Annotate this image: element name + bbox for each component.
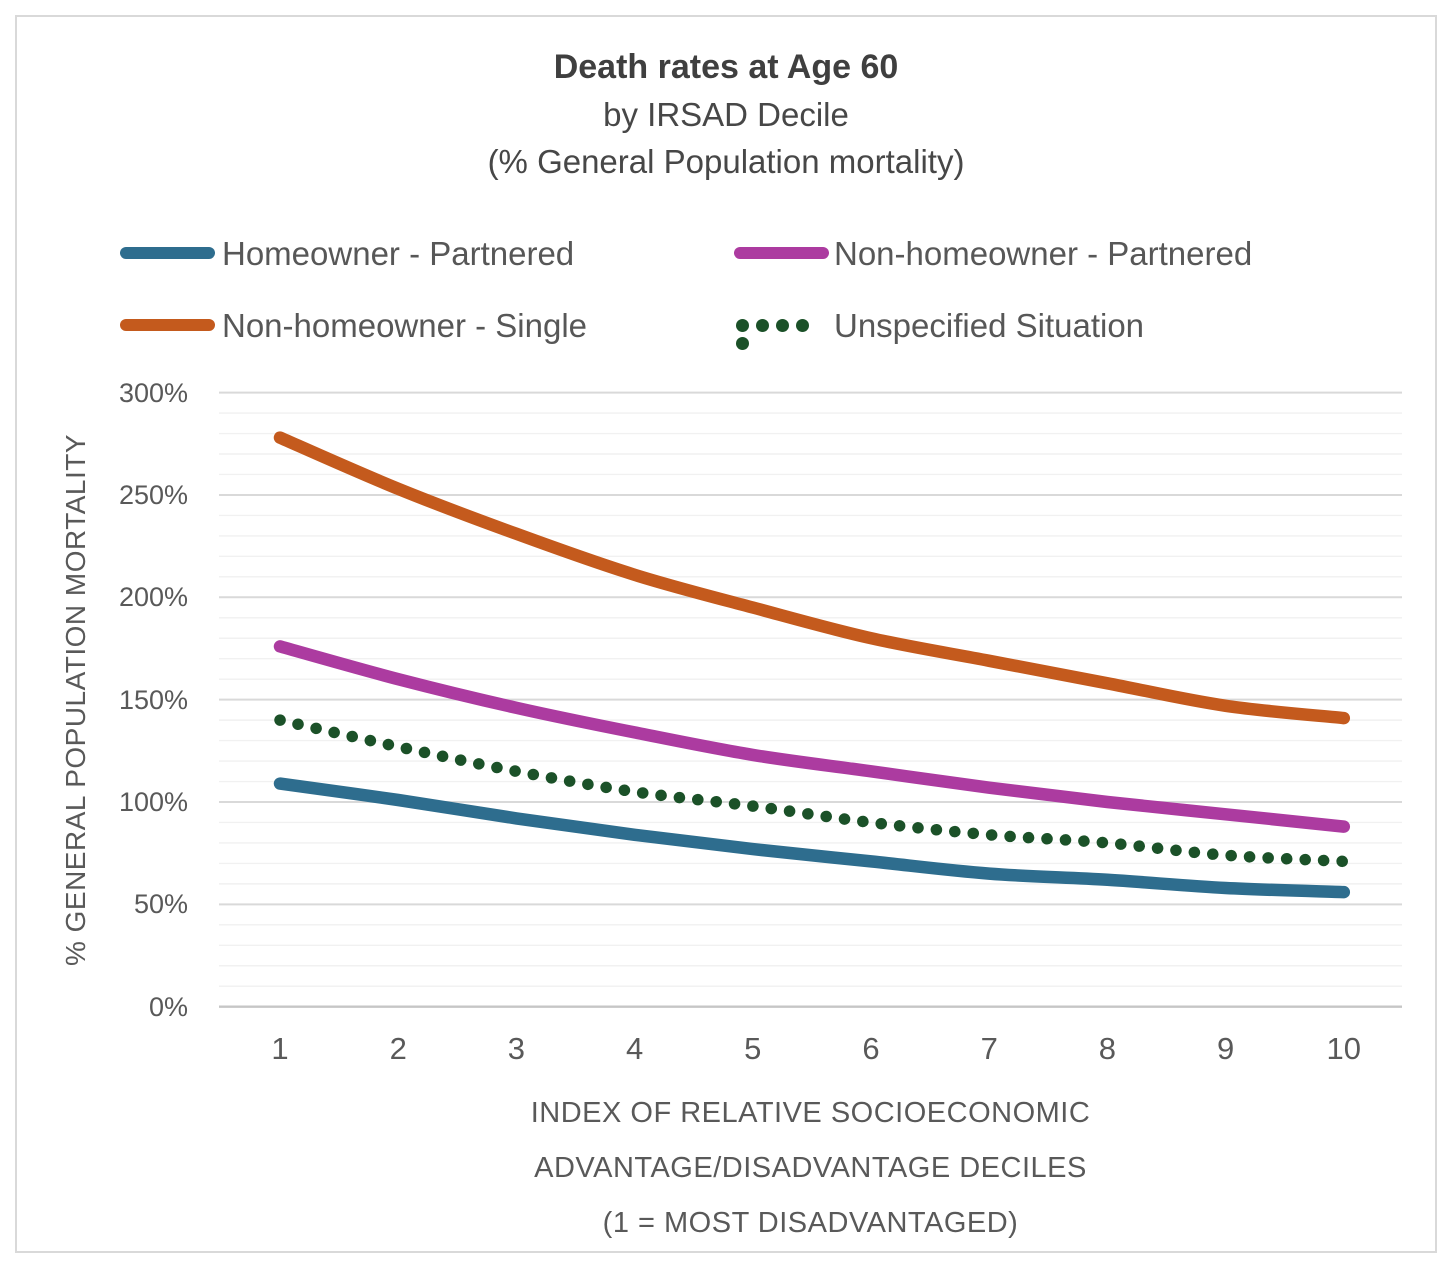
legend-dot [736,337,749,350]
chart-title-block: Death rates at Age 60 by IRSAD Decile (%… [0,44,1452,185]
x-tick-7: 7 [980,1031,998,1066]
x-tick-8: 8 [1098,1031,1117,1066]
legend-label-non-homeowner-single: Non-homeowner - Single [222,307,588,344]
legend-swatch-non-homeowner-single [120,319,215,331]
chart-border-frame [15,15,1437,1253]
x-axis-title-line-2: ADVANTAGE/DISADVANTAGE DECILES [534,1152,1087,1184]
x-tick-4: 4 [625,1031,644,1066]
x-tick-10: 10 [1326,1031,1362,1066]
x-tick-6: 6 [862,1031,880,1066]
y-axis-title: % GENERAL POPULATION MORTALITY [60,433,91,967]
legend-dot [796,319,809,332]
x-tick-1: 1 [271,1031,289,1066]
legend-swatch-non-homeowner-partnered [734,247,829,259]
legend-swatch-unspecified-situation [736,319,832,350]
x-axis-title-line-1: INDEX OF RELATIVE SOCIOECONOMIC [530,1097,1091,1129]
x-tick-5: 5 [744,1031,762,1066]
y-tick-50%: 50% [133,889,188,920]
chart-subtitle-1: by IRSAD Decile [603,96,849,133]
y-tick-100%: 100% [118,787,188,817]
x-tick-9: 9 [1216,1031,1235,1066]
series-line-non-homeowner-partnered [273,640,1351,833]
x-axis-title: INDEX OF RELATIVE SOCIOECONOMIC ADVANTAG… [219,1086,1402,1251]
y-tick-250%: 250% [118,479,188,510]
series-line-homeowner-partnered [273,777,1351,899]
series-line-unspecified-situation [274,714,1350,868]
y-tick-300%: 300% [118,377,188,408]
legend-label-unspecified-situation: Unspecified Situation [834,307,1145,344]
y-tick-150%: 150% [118,684,188,715]
legend-label-homeowner-partnered: Homeowner - Partnered [222,235,575,272]
chart-title: Death rates at Age 60 [553,48,899,86]
x-tick-3: 3 [507,1031,526,1066]
legend-dot [756,319,769,332]
legend-label-non-homeowner-partnered: Non-homeowner - Partnered [834,235,1253,272]
legend-dot [736,319,749,332]
y-tick-200%: 200% [118,582,188,613]
series-line-non-homeowner-single [273,431,1351,725]
x-tick-2: 2 [389,1031,407,1066]
legend-dot [776,319,789,332]
x-axis-title-line-3: (1 = MOST DISADVANTAGED) [602,1207,1019,1239]
legend-swatch-homeowner-partnered [120,247,215,259]
y-tick-0%: 0% [148,991,188,1022]
chart-subtitle-2: (% General Population mortality) [487,143,965,180]
